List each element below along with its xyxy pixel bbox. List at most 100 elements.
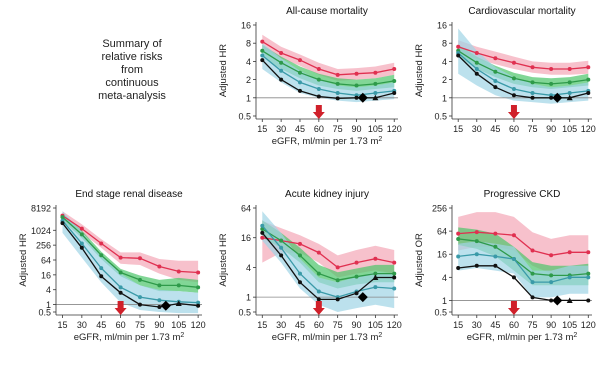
- confidence-band: [262, 44, 395, 91]
- chart-panel: End stage renal disease 0.51 4 16 64 256 1024 8…: [18, 189, 206, 343]
- data-point: [586, 275, 591, 280]
- data-point: [493, 244, 498, 249]
- y-axis-label: Adjusted HR: [18, 233, 29, 286]
- y-tick-label: 64: [241, 204, 251, 214]
- data-point: [297, 70, 302, 75]
- data-point: [373, 70, 378, 75]
- x-tick-label: 120: [191, 320, 206, 330]
- data-point: [279, 68, 284, 73]
- confidence-band: [262, 34, 395, 81]
- data-point: [354, 260, 359, 265]
- data-point: [530, 91, 535, 96]
- data-point: [79, 232, 84, 237]
- y-tick-label: 0.5: [434, 308, 447, 318]
- data-point: [493, 69, 498, 74]
- data-point: [297, 80, 302, 85]
- x-axis-label: eGFR, ml/min per 1.73 m2: [467, 332, 578, 344]
- data-point: [586, 271, 591, 276]
- data-point: [260, 58, 265, 63]
- chart-panel: Cardiovascular mortality 0.5 1 2 4 8 16 15 30 45 6…: [414, 6, 596, 134]
- data-point: [260, 230, 265, 235]
- data-point: [586, 250, 591, 255]
- data-point: [297, 241, 302, 246]
- chart-panel: All-cause mortality 0.5 1 2 4 8 16 15 30 45 60 75 90…: [218, 6, 402, 147]
- y-tick-label: 256: [432, 204, 447, 214]
- x-tick-label: 30: [276, 320, 286, 330]
- y-tick-label: 16: [41, 270, 51, 280]
- y-tick-label: 4: [246, 263, 251, 273]
- x-tick-label: 90: [546, 320, 556, 330]
- data-point: [511, 76, 516, 81]
- data-point: [392, 271, 397, 276]
- series-line: [62, 220, 199, 304]
- data-point: [260, 48, 265, 53]
- series-line: [62, 216, 199, 288]
- data-point: [297, 280, 302, 285]
- reference-diamond: [552, 92, 563, 103]
- data-point: [549, 298, 554, 303]
- x-tick-label: 60: [314, 320, 324, 330]
- series-line: [457, 52, 589, 96]
- data-point: [549, 253, 554, 258]
- data-point: [196, 285, 201, 290]
- data-point: [493, 78, 498, 83]
- x-tick-label: 120: [581, 320, 596, 330]
- data-point: [297, 58, 302, 63]
- data-point: [157, 264, 162, 269]
- data-point: [373, 81, 378, 86]
- data-point: [335, 278, 340, 283]
- data-point: [118, 290, 123, 295]
- data-point: [567, 91, 572, 96]
- data-point: [79, 241, 84, 246]
- chart-title: Cardiovascular mortality: [468, 6, 575, 17]
- data-point: [511, 60, 516, 65]
- x-tick-label: 45: [490, 124, 500, 134]
- y-tick-label: 4: [442, 273, 447, 283]
- data-point: [511, 233, 516, 238]
- data-point: [176, 269, 181, 274]
- data-point: [530, 65, 535, 70]
- data-point: [392, 78, 397, 83]
- summary-line: continuous: [105, 77, 159, 89]
- data-point: [260, 53, 265, 58]
- series-line: [457, 50, 589, 85]
- data-point: [196, 300, 201, 305]
- data-point: [175, 300, 182, 307]
- data-point: [316, 94, 321, 99]
- series-line: [261, 228, 395, 281]
- confidence-band: [262, 211, 395, 312]
- data-point: [392, 91, 397, 96]
- data-point: [530, 80, 535, 85]
- y-tick-label: 0.5: [38, 308, 51, 318]
- egfr-60-arrow-marker: [312, 301, 325, 315]
- confidence-band: [458, 28, 589, 104]
- chart-panel: Progressive CKD 0.5 1 4 16 64 256 15 30 45 60 75 90 1…: [414, 189, 596, 343]
- data-point: [373, 91, 378, 96]
- data-point: [60, 215, 65, 220]
- data-point: [493, 254, 498, 259]
- data-point: [456, 53, 461, 58]
- reference-diamond: [160, 300, 171, 311]
- x-axis-label-text: eGFR, ml/min per 1.73 m: [272, 136, 379, 147]
- y-tick-label: 4: [46, 285, 51, 295]
- data-point: [118, 285, 123, 290]
- y-tick-label: 2: [442, 75, 447, 85]
- series-line: [458, 265, 589, 302]
- x-tick-label: 15: [453, 320, 463, 330]
- y-tick-label: 2: [246, 75, 251, 85]
- data-point: [493, 231, 498, 236]
- data-point: [530, 248, 535, 253]
- x-tick-label: 75: [528, 124, 538, 134]
- reference-diamond: [357, 92, 368, 103]
- y-tick-label: 256: [36, 241, 51, 251]
- y-tick-label: 4: [442, 57, 447, 67]
- y-tick-label: 0.5: [238, 308, 251, 318]
- x-tick-label: 45: [490, 320, 500, 330]
- y-tick-label: 4: [246, 57, 251, 67]
- x-tick-label: 105: [562, 320, 577, 330]
- data-point: [99, 241, 104, 246]
- confidence-band: [262, 220, 395, 278]
- data-point: [316, 77, 321, 82]
- data-point: [137, 277, 142, 282]
